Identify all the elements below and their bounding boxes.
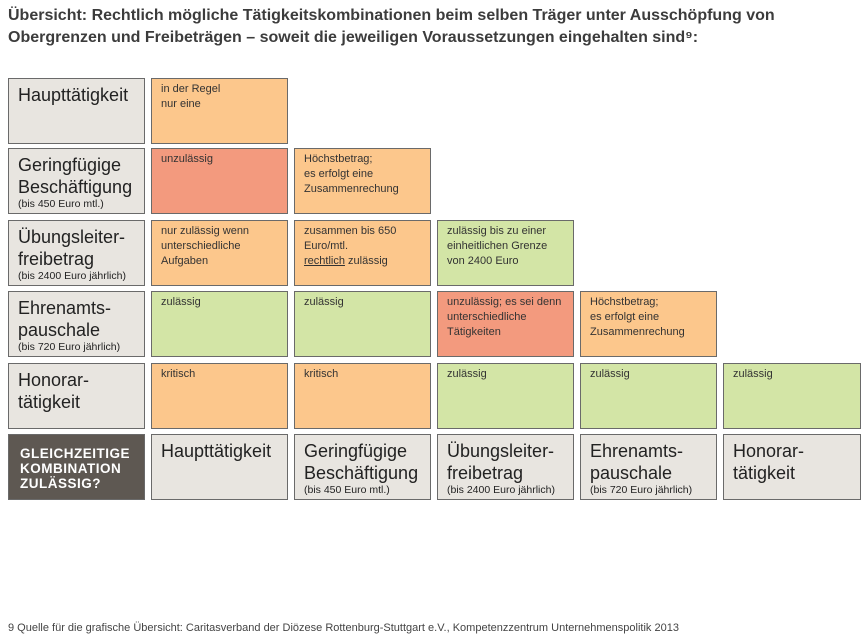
row-label-2-title: Geringfügige Beschäftigung [18, 155, 133, 197]
footnote: 9 Quelle für die grafische Übersicht: Ca… [8, 622, 679, 634]
matrix-cell-text: Höchstbetrag; es erfolgt eine Zusammenrech… [304, 153, 399, 195]
matrix-cell: zulässig [437, 363, 574, 429]
column-label-1: Haupttätigkeit [151, 434, 288, 500]
combination-question-label: GLEICHZEITIGE KOMBINATION ZULÄSSIG? [8, 434, 145, 500]
row-label-5-title: Honorar-tätigkeit [18, 370, 90, 412]
column-label-3-title: Übungsleiter-freibetrag [447, 441, 555, 483]
row-label-1: Haupttätigkeit [8, 78, 145, 144]
matrix-cell: in der Regel nur eine [151, 78, 288, 144]
matrix-cell: nur zulässig wenn unterschiedliche Aufgabe… [151, 220, 288, 286]
column-label-4-subtitle: (bis 720 Euro jährlich) [590, 484, 693, 496]
combination-question-line: ZULÄSSIG? [20, 476, 101, 491]
matrix-cell: Höchstbetrag; es erfolgt eine Zusammenrech… [294, 148, 431, 214]
matrix-cell-text: zulässig [590, 368, 630, 380]
matrix-cell-text: zulässig [304, 296, 344, 308]
matrix-cell-text: in der Regel nur eine [161, 83, 221, 110]
column-label-5-title: Honorar-tätigkeit [733, 441, 805, 483]
matrix-cell: zulässig [294, 291, 431, 357]
column-label-2: Geringfügige Beschäftigung (bis 450 Euro m… [294, 434, 431, 500]
column-label-3-subtitle: (bis 2400 Euro jährlich) [447, 484, 555, 496]
matrix-cell-text: Höchstbetrag; es erfolgt eine Zusammenrech… [590, 296, 685, 338]
combination-question-line: KOMBINATION [20, 461, 122, 476]
column-label-4: Ehrenamts-pauschale (bis 720 Euro jährlic… [580, 434, 717, 500]
matrix-cell: kritisch [151, 363, 288, 429]
matrix-cell: zulässig [580, 363, 717, 429]
matrix-cell: kritisch [294, 363, 431, 429]
matrix-cell: unzulässig [151, 148, 288, 214]
matrix-cell: Höchstbetrag; es erfolgt eine Zusammenrech… [580, 291, 717, 357]
matrix-cell: zusammen bis 650 Euro/mtl. rechtlich zuläs… [294, 220, 431, 286]
matrix-cell-text: unzulässig; es sei denn unterschiedliche T… [447, 296, 562, 338]
row-label-3: Übungsleiter-freibetrag (bis 2400 Euro jä… [8, 220, 145, 286]
matrix-cell-text: zulässig [733, 368, 773, 380]
row-label-2: Geringfügige Beschäftigung (bis 450 Euro m… [8, 148, 145, 214]
row-label-4-title: Ehrenamts-pauschale [18, 298, 112, 340]
matrix-cell-text: kritisch [304, 368, 339, 380]
row-label-1-title: Haupttätigkeit [18, 85, 129, 105]
matrix-cell: zulässig bis zu einer einheitlichen Grenz… [437, 220, 574, 286]
matrix-cell-text: unzulässig [161, 153, 213, 165]
column-label-2-subtitle: (bis 450 Euro mtl.) [304, 484, 390, 496]
row-label-5: Honorar-tätigkeit [8, 363, 145, 429]
column-label-4-title: Ehrenamts-pauschale [590, 441, 684, 483]
row-label-4-subtitle: (bis 720 Euro jährlich) [18, 341, 121, 353]
row-label-4: Ehrenamts-pauschale (bis 720 Euro jährlic… [8, 291, 145, 357]
matrix-cell-text: zulässig [447, 368, 487, 380]
column-label-3: Übungsleiter-freibetrag (bis 2400 Euro jä… [437, 434, 574, 500]
combination-question-line: GLEICHZEITIGE [20, 446, 131, 461]
matrix-cell: zulässig [723, 363, 861, 429]
page-title: Übersicht: Rechtlich mögliche Tätigkeits… [8, 7, 775, 46]
matrix-cell-text: nur zulässig wenn unterschiedliche Aufgabe… [161, 225, 250, 267]
matrix-cell-text: kritisch [161, 368, 196, 380]
matrix-cell-text: zulässig bis zu einer einheitlichen Grenz… [447, 225, 548, 267]
column-label-2-title: Geringfügige Beschäftigung [304, 441, 419, 483]
matrix-cell-text: zusammen bis 650 Euro/mtl. rechtlich zuläs… [304, 225, 397, 267]
matrix-cell: zulässig [151, 291, 288, 357]
row-label-3-subtitle: (bis 2400 Euro jährlich) [18, 270, 126, 282]
column-label-1-title: Haupttätigkeit [161, 441, 272, 461]
matrix-cell-text: zulässig [161, 296, 201, 308]
matrix-cell: unzulässig; es sei denn unterschiedliche T… [437, 291, 574, 357]
row-label-3-title: Übungsleiter-freibetrag [18, 227, 126, 269]
column-label-5: Honorar-tätigkeit [723, 434, 861, 500]
row-label-2-subtitle: (bis 450 Euro mtl.) [18, 198, 104, 210]
